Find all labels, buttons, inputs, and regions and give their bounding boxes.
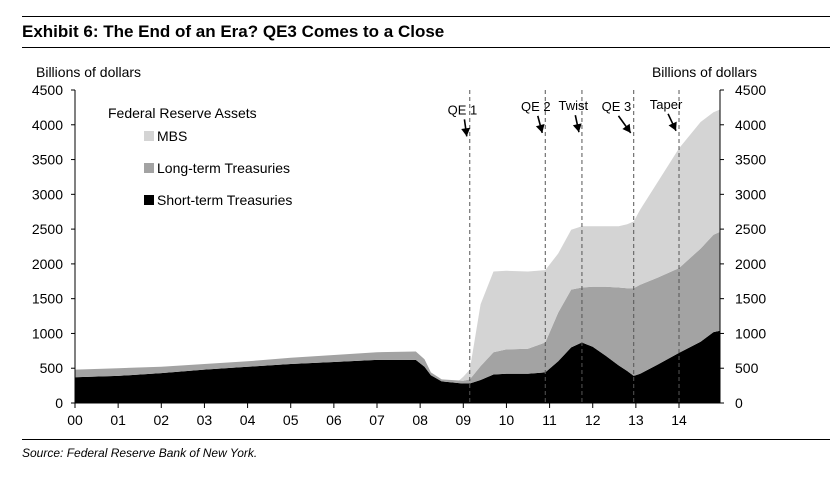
area-short-term-treasuries [75,330,720,403]
stacked-areas [75,109,720,403]
y-tick-label-left: 4500 [32,82,63,98]
y-tick-label-right: 3000 [735,186,766,202]
event-arrowhead-qe-3 [622,123,631,133]
y-tick-label-right: 0 [735,395,743,411]
y-tick-label-left: 3500 [32,152,63,168]
y-tick-label-left: 2000 [32,256,63,272]
x-tick-label: 02 [153,412,169,428]
legend-title: Federal Reserve Assets [108,105,257,121]
y-tick-label-right: 1000 [735,325,766,341]
x-tick-label: 00 [67,412,83,428]
area-mbs [75,109,720,381]
event-label-qe-2: QE 2 [521,99,551,114]
x-tick-label: 14 [671,412,687,428]
x-tick-label: 06 [326,412,342,428]
legend-label-long-term-treasuries: Long-term Treasuries [157,160,290,176]
legend-swatch-long-term-treasuries [144,163,154,173]
event-arrowhead-qe-1 [461,127,471,137]
event-markers: QE 1 QE 2 Twist QE 3 Taper [448,90,683,403]
event-label-qe-3: QE 3 [602,99,632,114]
event-arrowhead-taper [668,121,677,131]
y-tick-label-right: 2000 [735,256,766,272]
y-tick-label-left: 1000 [32,325,63,341]
area-long-term-treasuries [75,231,720,384]
y-axis-label-right: Billions of dollars [652,64,757,80]
y-tick-label-left: 1500 [32,291,63,307]
y-tick-label-right: 3500 [735,152,766,168]
y-tick-label-right: 2500 [735,221,766,237]
x-tick-label: 07 [369,412,385,428]
legend-swatch-mbs [144,131,154,141]
event-arrowhead-twist [572,123,582,133]
y-tick-label-right: 1500 [735,291,766,307]
y-axis-label-left: Billions of dollars [36,64,141,80]
x-tick-label: 01 [110,412,126,428]
x-tick-label: 05 [283,412,299,428]
x-tick-label: 10 [499,412,515,428]
y-tick-label-left: 2500 [32,221,63,237]
top-rule [22,16,830,17]
x-tick-label: 08 [412,412,428,428]
x-tick-label: 04 [240,412,256,428]
event-label-twist: Twist [558,98,588,113]
x-tick-label: 09 [456,412,472,428]
y-tick-label-right: 4000 [735,117,766,133]
y-tick-label-left: 0 [55,395,63,411]
source-note: Source: Federal Reserve Bank of New York… [22,446,258,460]
y-tick-label-left: 3000 [32,186,63,202]
event-arrowhead-qe-2 [535,123,545,133]
x-tick-label: 11 [542,412,557,428]
x-tick-label: 12 [585,412,601,428]
event-label-qe-1: QE 1 [448,102,478,117]
x-tick-label: 13 [628,412,644,428]
y-tick-label-left: 4000 [32,117,63,133]
legend: Federal Reserve Assets MBS Long-term Trea… [108,105,292,208]
legend-label-short-term-treasuries: Short-term Treasuries [157,192,292,208]
legend-label-mbs: MBS [157,128,187,144]
y-tick-label-right: 4500 [735,82,766,98]
title-rule [22,47,830,48]
y-tick-label-left: 500 [40,360,64,376]
event-label-taper: Taper [650,97,683,112]
x-tick-label: 03 [197,412,213,428]
exhibit-title: Exhibit 6: The End of an Era? QE3 Comes … [22,22,445,41]
y-tick-label-right: 500 [735,360,759,376]
legend-swatch-short-term-treasuries [144,195,154,205]
source-rule [22,439,830,440]
